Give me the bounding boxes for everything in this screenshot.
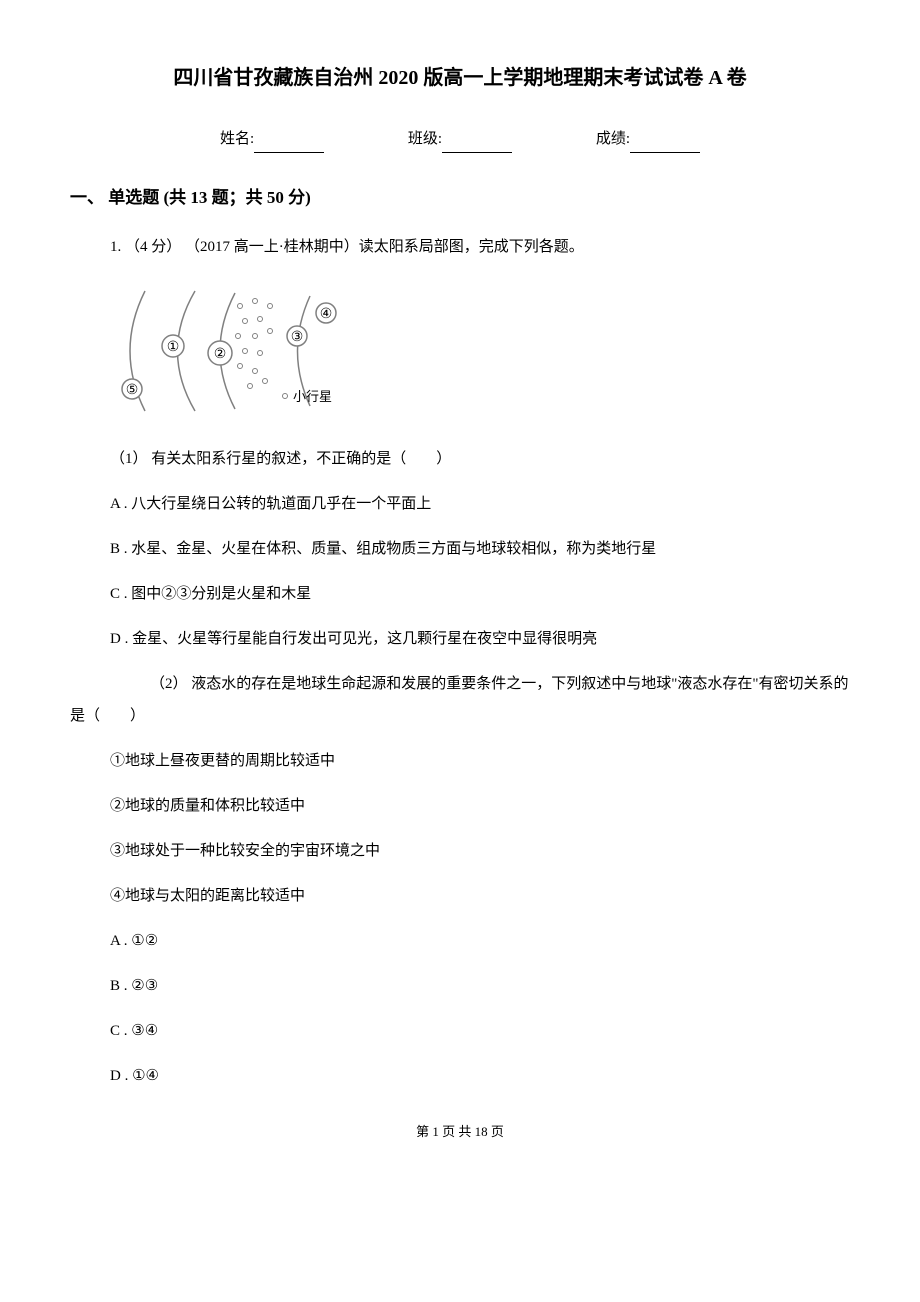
- q1-sub2-stmt-4: ④地球与太阳的距离比较适中: [110, 883, 850, 910]
- class-field: 班级:: [408, 126, 512, 153]
- q1-sub1-option-a: A . 八大行星绕日公转的轨道面几乎在一个平面上: [110, 491, 850, 518]
- question-1-sub2-body: ①地球上昼夜更替的周期比较适中 ②地球的质量和体积比较适中 ③地球处于一种比较安…: [110, 748, 850, 1090]
- solar-system-diagram: ① ② ③ ④ ⑤ 小行星: [110, 281, 850, 421]
- info-row: 姓名: 班级: 成绩:: [70, 126, 850, 153]
- q1-sub2-option-b: B . ②③: [110, 973, 850, 1000]
- diagram-label-2: ②: [214, 347, 227, 362]
- q1-sub2-option-a: A . ①②: [110, 928, 850, 955]
- name-label: 姓名:: [220, 131, 254, 147]
- page-title: 四川省甘孜藏族自治州 2020 版高一上学期地理期末考试试卷 A 卷: [70, 60, 850, 96]
- q1-sub2-stmt-1: ①地球上昼夜更替的周期比较适中: [110, 748, 850, 775]
- section-header: 一、 单选题 (共 13 题；共 50 分): [70, 183, 850, 214]
- name-field: 姓名:: [220, 126, 324, 153]
- score-label: 成绩:: [596, 131, 630, 147]
- q1-sub1-option-d: D . 金星、火星等行星能自行发出可见光，这几颗行星在夜空中显得很明亮: [110, 626, 850, 653]
- q1-sub2-stmt-3: ③地球处于一种比较安全的宇宙环境之中: [110, 838, 850, 865]
- score-field: 成绩:: [596, 126, 700, 153]
- q1-sub2-stmt-2: ②地球的质量和体积比较适中: [110, 793, 850, 820]
- q1-sub1-option-b: B . 水星、金星、火星在体积、质量、组成物质三方面与地球较相似，称为类地行星: [110, 536, 850, 563]
- sub-question-1: （1） 有关太阳系行星的叙述，不正确的是（ ）: [110, 446, 850, 473]
- q1-sub2-option-d: D . ①④: [110, 1063, 850, 1090]
- score-blank: [630, 134, 700, 153]
- sub-question-2: （2） 液态水的存在是地球生命起源和发展的重要条件之一，下列叙述中与地球"液态水…: [110, 671, 850, 698]
- diagram-label-5: ⑤: [126, 383, 139, 398]
- q1-sub1-option-c: C . 图中②③分别是火星和木星: [110, 581, 850, 608]
- diagram-asteroid-label: 小行星: [293, 389, 332, 404]
- question-1-intro: 1. （4 分） （2017 高一上·桂林期中）读太阳系局部图，完成下列各题。: [110, 234, 850, 261]
- sub-question-2-tail: 是（ ）: [70, 703, 850, 730]
- class-label: 班级:: [408, 131, 442, 147]
- page-footer: 第 1 页 共 18 页: [70, 1120, 850, 1143]
- name-blank: [254, 134, 324, 153]
- class-blank: [442, 134, 512, 153]
- diagram-label-3: ③: [291, 330, 304, 345]
- q1-sub2-option-c: C . ③④: [110, 1018, 850, 1045]
- diagram-label-1: ①: [167, 340, 180, 355]
- question-1: 1. （4 分） （2017 高一上·桂林期中）读太阳系局部图，完成下列各题。: [110, 234, 850, 698]
- diagram-label-4: ④: [320, 307, 333, 322]
